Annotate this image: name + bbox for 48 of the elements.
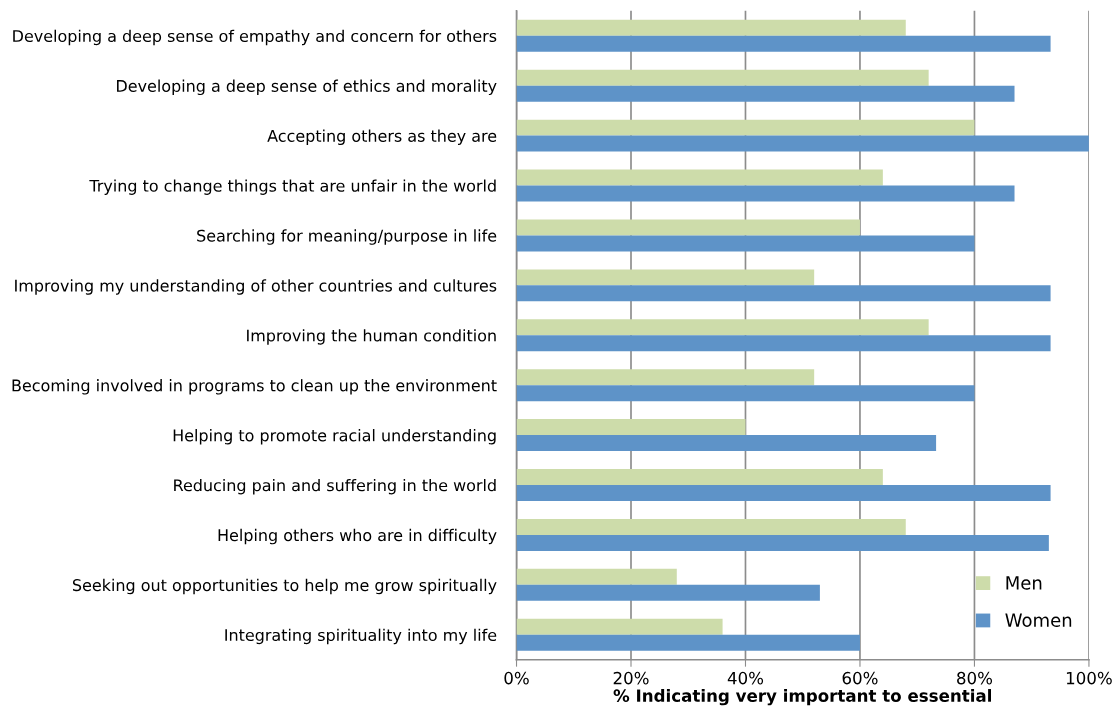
bar xyxy=(516,618,723,635)
bar xyxy=(516,35,1051,52)
bar xyxy=(516,469,883,486)
bar xyxy=(516,235,975,252)
y-tick-label: Developing a deep sense of empathy and concern for others xyxy=(13,29,497,46)
bar xyxy=(516,169,883,186)
legend-label: Men xyxy=(1006,576,1042,590)
bar xyxy=(516,584,820,601)
x-tick-label: 100% xyxy=(1066,671,1112,685)
bar xyxy=(516,19,906,36)
bar xyxy=(516,135,1089,152)
y-tick-label: Seeking out opportunities to help me grow spiritually xyxy=(72,578,497,595)
y-tick-label: Helping others who are in difficulty xyxy=(218,528,497,545)
y-tick-label: Improving my understanding of other countries and cultures xyxy=(15,279,497,295)
y-tick-label: Trying to change things that are unfair in the world xyxy=(89,179,496,195)
x-tick-label: 80% xyxy=(957,671,993,685)
x-tick-label: 40% xyxy=(727,671,764,685)
bar xyxy=(516,69,929,86)
y-tick-label: Developing a deep sense of ethics and morality xyxy=(117,79,497,96)
bar xyxy=(516,219,860,236)
y-tick-label: Becoming involved in programs to clean up the environment xyxy=(12,379,497,395)
bar xyxy=(516,419,746,436)
bar xyxy=(516,534,1049,551)
bar xyxy=(516,285,1051,302)
bar xyxy=(516,385,975,402)
x-tick-label: 0% xyxy=(504,671,529,685)
bar xyxy=(516,335,1051,352)
y-tick-label: Searching for meaning/purpose in life xyxy=(197,229,497,245)
bar xyxy=(516,85,1015,102)
bar xyxy=(516,485,1051,501)
bar xyxy=(516,634,860,651)
bar xyxy=(516,568,677,585)
y-tick-label: Integrating spirituality into my life xyxy=(225,628,497,645)
bar xyxy=(516,269,815,286)
bar xyxy=(516,185,1015,202)
y-tick-label: Reducing pain and suffering in the world xyxy=(174,478,496,495)
y-tick-label: Improving the human condition xyxy=(247,329,496,345)
bar xyxy=(516,119,975,136)
x-axis-title: % Indicating very important to essential xyxy=(613,689,992,706)
y-tick-label: Helping to promote racial understanding xyxy=(173,429,496,445)
bar xyxy=(516,369,815,386)
legend-label: Women xyxy=(1005,613,1072,627)
x-tick-label: 20% xyxy=(613,671,649,685)
bar xyxy=(516,319,929,336)
y-tick-label: Accepting others as they are xyxy=(267,129,497,145)
bar xyxy=(516,435,937,452)
x-tick-label: 60% xyxy=(842,671,878,685)
bar xyxy=(516,518,906,535)
